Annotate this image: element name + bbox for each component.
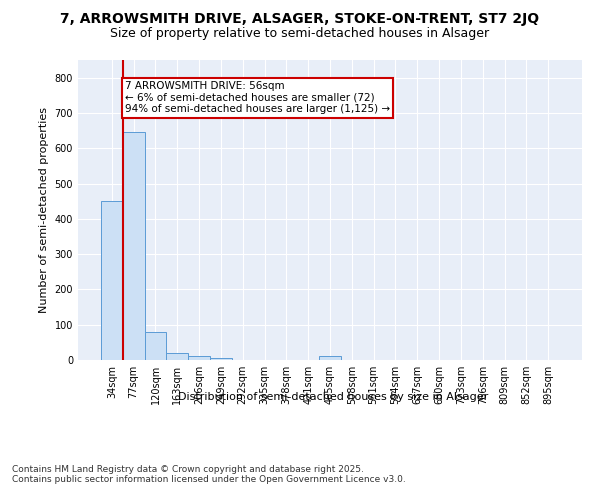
Text: Size of property relative to semi-detached houses in Alsager: Size of property relative to semi-detach… (110, 28, 490, 40)
Bar (188, 356, 210, 360)
Bar (145, 332, 166, 360)
Bar (101, 201, 123, 360)
Text: Distribution of semi-detached houses by size in Alsager: Distribution of semi-detached houses by … (178, 392, 488, 402)
Y-axis label: Number of semi-detached properties: Number of semi-detached properties (39, 107, 49, 313)
Bar (210, 358, 232, 360)
Bar (166, 353, 188, 360)
Bar (319, 356, 341, 360)
Text: 7, ARROWSMITH DRIVE, ALSAGER, STOKE-ON-TRENT, ST7 2JQ: 7, ARROWSMITH DRIVE, ALSAGER, STOKE-ON-T… (61, 12, 539, 26)
Text: 7 ARROWSMITH DRIVE: 56sqm
← 6% of semi-detached houses are smaller (72)
94% of s: 7 ARROWSMITH DRIVE: 56sqm ← 6% of semi-d… (125, 81, 390, 114)
Bar (123, 132, 145, 360)
Text: Contains HM Land Registry data © Crown copyright and database right 2025.
Contai: Contains HM Land Registry data © Crown c… (12, 465, 406, 484)
